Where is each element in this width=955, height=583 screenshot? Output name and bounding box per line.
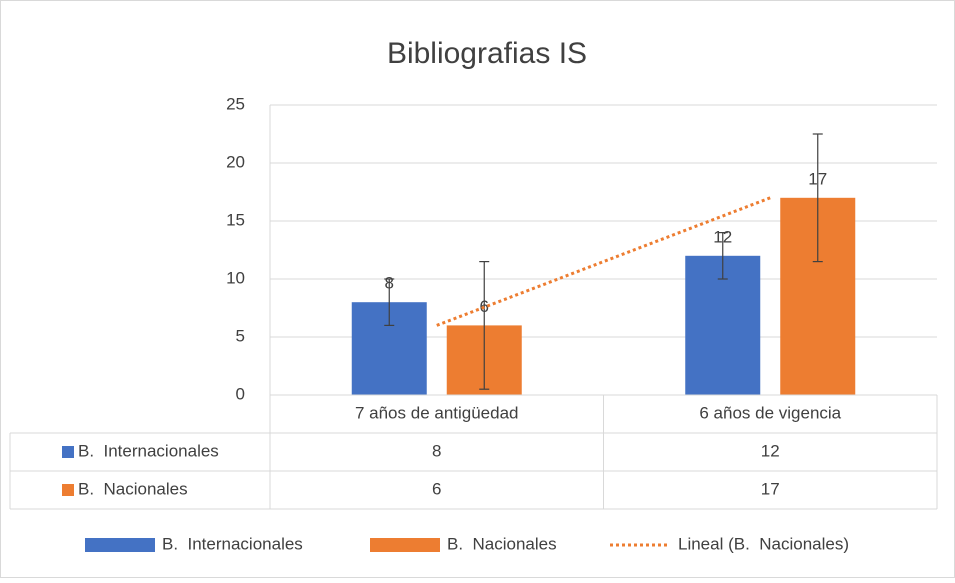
y-tick-label: 20 [226, 152, 245, 171]
legend-label: B. Nacionales [447, 534, 557, 553]
y-tick-label: 15 [226, 210, 245, 229]
table-cell: 6 [432, 479, 441, 498]
table-cell: 17 [761, 479, 780, 498]
legend-key [85, 538, 155, 552]
x-tick-label: 6 años de vigencia [699, 403, 841, 422]
data-label: 12 [713, 227, 732, 246]
chart-title: Bibliografias IS [387, 37, 587, 70]
y-tick-label: 5 [236, 326, 245, 345]
table-cell: 12 [761, 441, 780, 460]
data-label: 6 [480, 297, 489, 316]
data-label: 17 [808, 169, 827, 188]
y-tick-label: 10 [226, 268, 245, 287]
x-tick-label: 7 años de antigüedad [355, 403, 519, 422]
y-tick-label: 0 [236, 384, 245, 403]
table-cell: 8 [432, 441, 441, 460]
table-legend-key [62, 446, 74, 458]
table-legend-key [62, 484, 74, 496]
data-label: 8 [385, 274, 394, 293]
table-row-label: B. Nacionales [78, 479, 188, 498]
legend-label: Lineal (B. Nacionales) [678, 534, 849, 553]
y-tick-label: 25 [226, 94, 245, 113]
table-row-label: B. Internacionales [78, 441, 219, 460]
legend-label: B. Internacionales [162, 534, 303, 553]
legend-key [370, 538, 440, 552]
